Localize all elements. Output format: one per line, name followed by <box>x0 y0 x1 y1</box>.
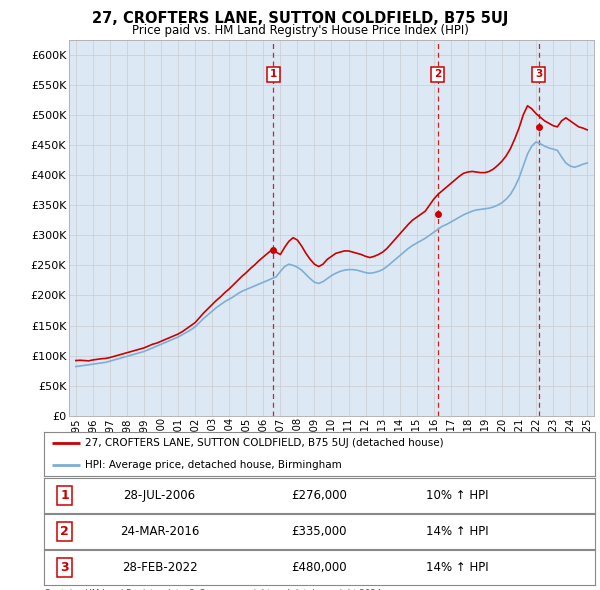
Text: 3: 3 <box>61 560 69 574</box>
Text: £335,000: £335,000 <box>292 525 347 538</box>
Text: £276,000: £276,000 <box>291 489 347 502</box>
Text: HPI: Average price, detached house, Birmingham: HPI: Average price, detached house, Birm… <box>85 460 342 470</box>
Text: 27, CROFTERS LANE, SUTTON COLDFIELD, B75 5UJ (detached house): 27, CROFTERS LANE, SUTTON COLDFIELD, B75… <box>85 438 444 448</box>
Text: Contains HM Land Registry data © Crown copyright and database right 2024.
This d: Contains HM Land Registry data © Crown c… <box>44 589 384 590</box>
Text: 14% ↑ HPI: 14% ↑ HPI <box>425 525 488 538</box>
Text: 28-FEB-2022: 28-FEB-2022 <box>122 560 197 574</box>
Text: 1: 1 <box>269 70 277 80</box>
Text: £480,000: £480,000 <box>292 560 347 574</box>
Text: 28-JUL-2006: 28-JUL-2006 <box>124 489 196 502</box>
Text: 27, CROFTERS LANE, SUTTON COLDFIELD, B75 5UJ: 27, CROFTERS LANE, SUTTON COLDFIELD, B75… <box>92 11 508 25</box>
Text: Price paid vs. HM Land Registry's House Price Index (HPI): Price paid vs. HM Land Registry's House … <box>131 24 469 37</box>
Text: 2: 2 <box>434 70 442 80</box>
Text: 24-MAR-2016: 24-MAR-2016 <box>120 525 199 538</box>
Text: 1: 1 <box>61 489 69 502</box>
Text: 2: 2 <box>61 525 69 538</box>
Text: 10% ↑ HPI: 10% ↑ HPI <box>425 489 488 502</box>
Text: 14% ↑ HPI: 14% ↑ HPI <box>425 560 488 574</box>
Text: 3: 3 <box>535 70 542 80</box>
